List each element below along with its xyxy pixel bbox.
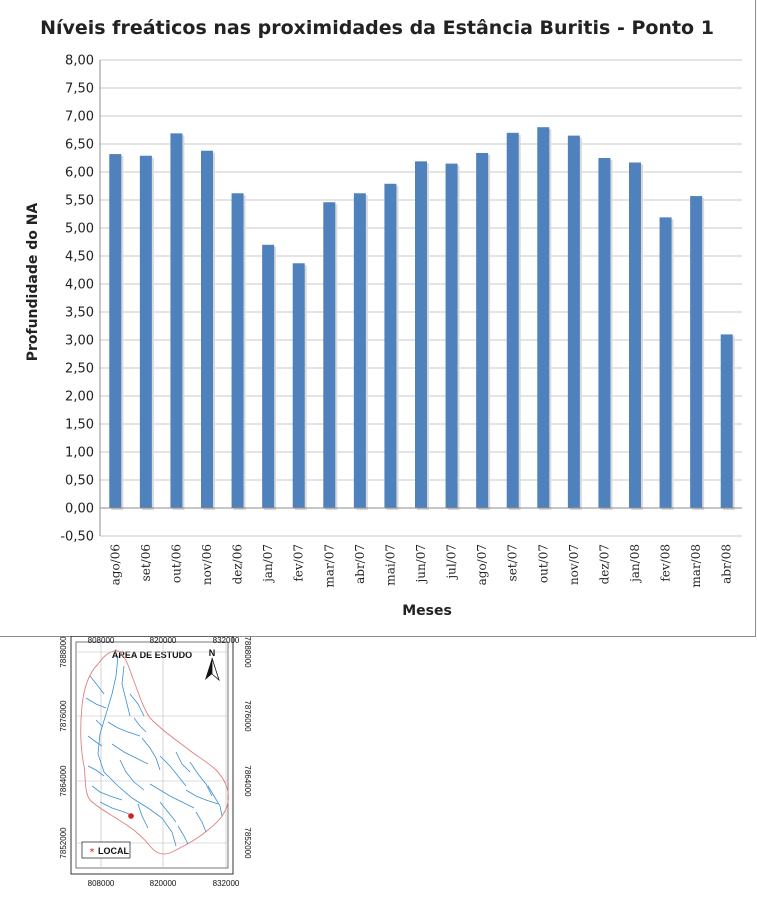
x-tick-label: out/06	[169, 544, 183, 583]
x-tick-label: mar/07	[322, 544, 336, 588]
x-tick-labels: ago/06 set/06 out/06 nov/06 dez/06 jan/07 fev/…	[108, 544, 733, 588]
bar-fev-07	[292, 263, 305, 508]
map-x-tick-bottom-2: 820000	[150, 879, 177, 888]
y-tick-label: 4,50	[65, 250, 94, 265]
x-tick-label: nov/07	[567, 544, 581, 585]
y-tick-label: 2,50	[65, 362, 94, 377]
bar-abr-08	[720, 334, 733, 508]
study-area-map: ÁREA DE ESTUDO 808000 820000 832000 8080…	[0, 635, 757, 911]
x-tick-label: jan/08	[628, 544, 642, 584]
bar-out-06	[170, 133, 183, 509]
legend-label: LOCAL	[98, 846, 129, 856]
map-title: ÁREA DE ESTUDO	[112, 650, 192, 660]
bar-jun-07	[415, 161, 427, 509]
y-tick-label: 2,00	[65, 390, 94, 405]
x-tick-label: jun/07	[414, 544, 428, 585]
map-x-tick-top-1: 808000	[88, 636, 115, 645]
bar-ago-06	[109, 154, 122, 508]
x-tick-label: abr/08	[720, 544, 734, 584]
north-arrow-icon: N	[205, 648, 220, 682]
bar-set-07	[506, 132, 519, 509]
map-inner-frame	[75, 641, 229, 869]
y-tick-label: 7,00	[65, 110, 94, 125]
map-y-tick-left-3: 7864000	[59, 765, 68, 797]
y-tick-label: 1,00	[65, 446, 94, 461]
bar-nov-07	[567, 135, 580, 508]
y-tick-label: 5,00	[65, 222, 94, 237]
y-tick-label: 0,50	[65, 474, 94, 489]
x-tick-label: dez/07	[597, 544, 611, 584]
x-tick-label: jan/07	[261, 544, 275, 584]
map-y-tick-left-2: 7876000	[59, 700, 68, 732]
bar-mai-07	[384, 183, 397, 508]
x-tick-label: abr/07	[353, 544, 367, 584]
river-network	[85, 655, 223, 847]
bar-jan-08	[629, 162, 641, 509]
map-outer-frame	[70, 635, 234, 875]
x-tick-label: mar/08	[689, 544, 703, 588]
y-tick-label: 3,50	[65, 306, 94, 321]
x-tick-label: fev/08	[659, 544, 673, 582]
map-svg: ÁREA DE ESTUDO 808000 820000 832000 8080…	[59, 635, 252, 888]
y-tick-label: 1,50	[65, 418, 94, 433]
chart-panel: Níveis freáticos nas proximidades da Est…	[0, 0, 756, 637]
y-tick-label: 6,50	[65, 138, 94, 153]
bar-out-07	[537, 127, 550, 508]
x-tick-label: dez/06	[231, 544, 245, 584]
y-tick-label: 7,50	[65, 82, 94, 97]
x-tick-label: out/07	[536, 544, 550, 583]
x-tick-label: jul/07	[445, 544, 459, 581]
y-tick-labels: 8,00 7,50 7,00 6,50 6,00 5,50 5,00 4,50 4,00 3,50…	[60, 54, 94, 545]
map-x-tick-bottom-1: 808000	[88, 879, 115, 888]
map-grid	[76, 642, 228, 868]
map-x-tick-top-3: 832000	[213, 636, 240, 645]
legend-marker-icon: *	[90, 847, 95, 858]
y-axis-title: Profundidade do NA	[25, 203, 41, 362]
bar-set-06	[139, 155, 152, 508]
map-y-tick-right-2: 7876000	[243, 700, 252, 732]
bar-mar-08	[690, 196, 703, 508]
bar-ago-07	[476, 152, 489, 508]
y-tick-label: 3,00	[65, 334, 94, 349]
location-marker	[128, 813, 134, 819]
chart-title: Níveis freáticos nas proximidades da Est…	[40, 17, 714, 39]
x-tick-label: ago/06	[108, 544, 122, 585]
bars	[109, 127, 735, 511]
y-tick-label: 8,00	[65, 54, 94, 69]
bar-jan-07	[262, 244, 275, 509]
x-tick-label: mai/07	[383, 544, 397, 586]
basin-boundary	[80, 650, 229, 855]
y-tick-label: 0,00	[65, 502, 94, 517]
map-x-tick-bottom-3: 832000	[213, 879, 240, 888]
bar-abr-07	[353, 193, 366, 508]
map-y-tick-right-4: 7852000	[243, 827, 252, 859]
map-y-tick-right-1: 7888000	[243, 636, 252, 668]
bar-dez-06	[231, 193, 244, 508]
chart-svg: Níveis freáticos nas proximidades da Est…	[25, 17, 742, 619]
y-tick-label: -0,50	[60, 530, 94, 545]
map-y-tick-left-1: 7888000	[59, 636, 68, 668]
x-tick-label: set/06	[139, 544, 153, 581]
bar-jul-07	[445, 163, 458, 508]
y-tick-label: 4,00	[65, 278, 94, 293]
x-axis-title: Meses	[402, 603, 452, 619]
map-x-tick-top-2: 820000	[150, 636, 177, 645]
north-label: N	[209, 648, 216, 658]
y-tick-label: 5,50	[65, 194, 94, 209]
bar-dez-07	[598, 158, 611, 508]
x-tick-label: fev/07	[292, 544, 306, 582]
bar-nov-06	[201, 150, 213, 508]
map-y-tick-right-3: 7864000	[243, 765, 252, 797]
x-tick-label: set/07	[506, 544, 520, 581]
map-y-tick-left-4: 7852000	[59, 827, 68, 859]
x-tick-label: nov/06	[200, 544, 214, 585]
bar-mar-07	[323, 202, 336, 509]
map-legend: * LOCAL	[81, 841, 131, 859]
bar-fev-08	[659, 217, 672, 509]
x-tick-label: ago/07	[475, 544, 489, 585]
y-tick-label: 6,00	[65, 166, 94, 181]
